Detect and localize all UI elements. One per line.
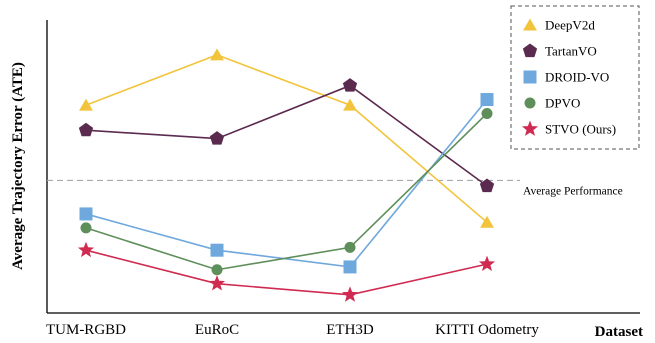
series-line-droid-vo (85, 99, 488, 268)
legend-label-deepv2d: DeepV2d (545, 18, 595, 33)
x-tick-labels: TUM-RGBD EuRoC ETH3D KITTI Odometry (46, 322, 539, 338)
series-tartanvo (78, 78, 495, 193)
data-point-stvo-ours-euroc (208, 275, 226, 291)
series-line-deepv2d (85, 54, 488, 223)
legend-item-deepv2d: DeepV2d (523, 18, 595, 33)
x-tick-label-euroc: EuRoC (195, 322, 239, 338)
legend-label-droid-vo: DROID-VO (545, 70, 609, 85)
series-dpvo (80, 107, 493, 276)
legend-label-stvo-ours: STVO (Ours) (545, 122, 616, 137)
series-layer (77, 48, 496, 302)
data-point-droid-vo-kitti-odometry (480, 93, 494, 107)
x-tick-label-kitti-odometry: KITTI Odometry (435, 322, 539, 338)
average-performance-label: Average Performance (523, 185, 623, 197)
data-point-stvo-ours-kitti-odometry (478, 255, 496, 272)
legend-item-dpvo: DPVO (524, 96, 580, 111)
legend: DeepV2d TartanVO DROID-VO DPVO STVO (Ours) (521, 18, 616, 137)
series-deepv2d (79, 48, 494, 228)
data-point-dpvo-kitti-odometry (481, 107, 493, 119)
series-line-tartanvo (85, 84, 488, 187)
legend-marker-deepv2d (523, 18, 537, 31)
data-point-deepv2d-tum-rgbd (79, 98, 93, 111)
data-point-dpvo-euroc (211, 264, 223, 276)
data-point-droid-vo-tum-rgbd (79, 207, 93, 221)
data-point-dpvo-eth3d (344, 241, 356, 253)
legend-item-droid-vo: DROID-VO (523, 70, 609, 85)
legend-marker-tartanvo (522, 43, 538, 58)
legend-marker-stvo-ours (521, 120, 539, 136)
data-point-stvo-ours-eth3d (341, 286, 359, 302)
legend-marker-dpvo (524, 97, 536, 109)
legend-label-tartanvo: TartanVO (545, 44, 597, 59)
data-point-dpvo-tum-rgbd (80, 222, 92, 234)
series-line-stvo-ours (85, 249, 488, 296)
legend-label-dpvo: DPVO (545, 96, 580, 111)
series-line-dpvo (85, 112, 488, 271)
legend-item-stvo-ours: STVO (Ours) (521, 120, 616, 137)
data-point-tartanvo-euroc (209, 131, 225, 145)
data-point-deepv2d-kitti-odometry (480, 215, 494, 228)
data-point-tartanvo-eth3d (342, 78, 358, 92)
legend-item-tartanvo: TartanVO (522, 43, 597, 59)
data-point-tartanvo-kitti-odometry (479, 178, 495, 193)
x-tick-label-tum-rgbd: TUM-RGBD (46, 322, 126, 338)
data-point-droid-vo-eth3d (343, 260, 357, 274)
data-point-stvo-ours-tum-rgbd (77, 241, 95, 258)
data-point-deepv2d-eth3d (343, 98, 357, 111)
legend-marker-droid-vo (523, 70, 537, 84)
x-axis-title: Dataset (595, 324, 643, 340)
x-tick-label-eth3d: ETH3D (326, 322, 374, 338)
series-stvo-ours (77, 241, 496, 302)
y-axis-title: Average Trajectory Error (ATE) (10, 62, 26, 270)
data-point-tartanvo-tum-rgbd (78, 122, 94, 137)
data-point-droid-vo-euroc (210, 243, 224, 257)
data-point-deepv2d-euroc (210, 48, 224, 61)
